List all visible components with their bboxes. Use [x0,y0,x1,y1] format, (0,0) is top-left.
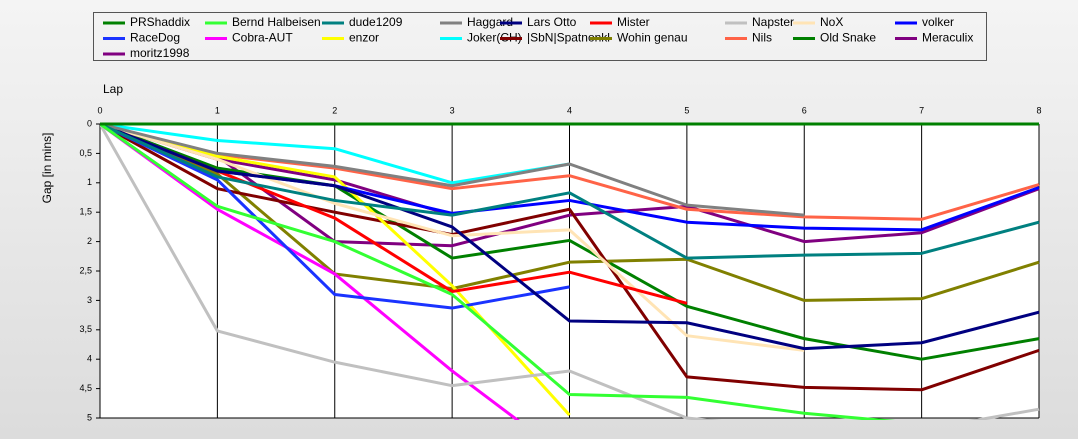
x-tick-label: 1 [215,105,220,115]
y-tick-label: 3,5 [79,324,92,334]
legend-label: Old Snake [820,31,876,45]
x-tick-label: 0 [97,105,102,115]
series-line [100,122,520,420]
legend-label: Mister [617,15,650,29]
x-tick-label: 4 [567,105,572,115]
y-tick-label: 0 [87,118,92,128]
series-group [100,122,1040,420]
series-line [100,123,1040,420]
series-line [100,122,570,185]
legend-label: Lars Otto [527,15,577,29]
legend-label: Nils [752,31,772,45]
legend-label: Wohin genau [617,31,688,45]
y-tick-label: 4 [87,354,92,364]
legend-label: RaceDog [130,31,180,45]
x-tick-label: 2 [332,105,337,115]
series-line [100,122,1040,302]
x-tick-label: 5 [684,105,689,115]
x-tick-label: 8 [1036,105,1041,115]
x-axis-label: Lap [103,82,123,96]
legend-label: PRShaddix [130,15,190,29]
legend-label: Joker(CH) [467,31,522,45]
y-tick-label: 2 [87,236,92,246]
legend-label: NoX [820,15,843,29]
y-tick-label: 4,5 [79,383,92,393]
series-line [100,122,896,420]
series-line [100,122,805,217]
y-tick-label: 5 [87,412,92,422]
y-tick-label: 3 [87,295,92,305]
series-line [100,122,1040,392]
x-tick-label: 3 [450,105,455,115]
legend-label: Bernd Halbeisen [232,15,321,29]
series-line [100,122,1040,351]
legend-box [93,12,987,61]
legend-label: moritz1998 [130,46,190,60]
x-tick-label: 6 [802,105,807,115]
legend-label: Napster [752,15,794,29]
y-tick-label: 0,5 [79,148,92,158]
legend-label: |SbN|Spatnonkl [527,31,610,45]
series-line [100,122,570,310]
legend-label: dude1209 [349,15,403,29]
x-tick-label: 7 [919,105,924,115]
legend-label: volker [922,15,954,29]
legend-label: Haggard [467,15,513,29]
series-line [100,122,1040,260]
y-tick-label: 1 [87,177,92,187]
y-tick-label: 2,5 [79,265,92,275]
legend-label: Cobra-AUT [232,31,293,45]
series-line [100,122,805,352]
legend-label: Meraculix [922,31,973,45]
y-axis-label: Gap [in mins] [40,133,54,204]
legend-label: enzor [349,31,379,45]
y-tick-label: 1,5 [79,207,92,217]
